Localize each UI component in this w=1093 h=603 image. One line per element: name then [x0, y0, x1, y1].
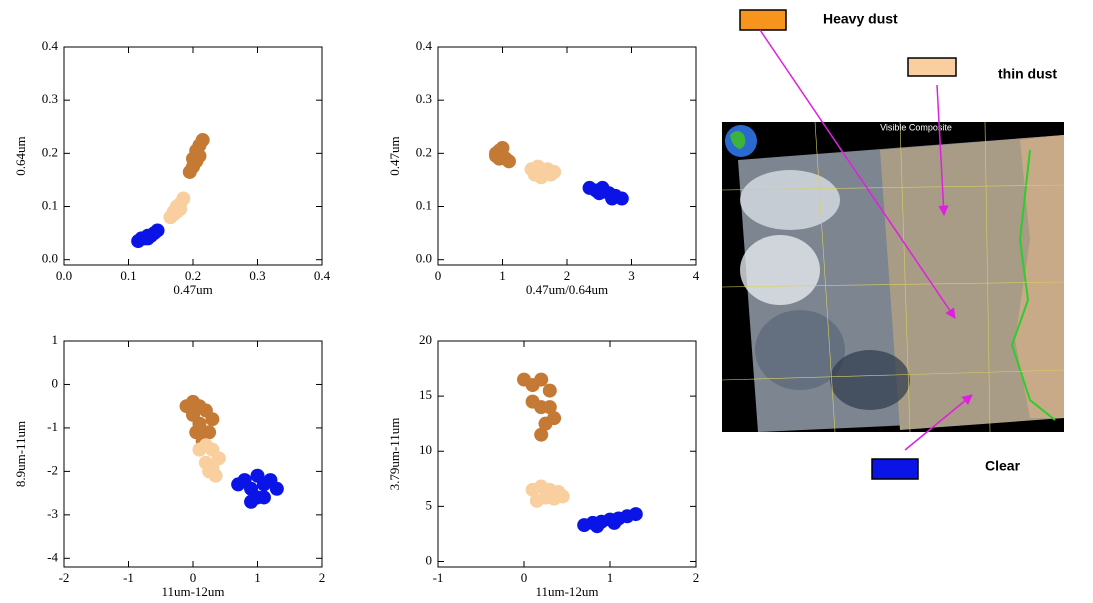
- y-tick-label: 0.3: [42, 91, 58, 106]
- y-axis-label: 0.64um: [13, 136, 28, 175]
- point: [205, 412, 220, 427]
- legend: Heavy dust thin dust Clear: [739, 9, 1057, 480]
- y-axis-label: 0.47um: [387, 136, 402, 175]
- satellite-image: Visible Composite: [721, 121, 1065, 433]
- point: [489, 149, 504, 163]
- x-tick-label: 0.0: [56, 268, 72, 283]
- point: [195, 133, 210, 148]
- scatter-chart: 0.0 0.1 0.2 0.3 0.4 0.0 0.1 0.2 0.3 0.4 0.47um 0.64…: [13, 38, 331, 297]
- y-axis-label: 8.9um-11um: [13, 421, 28, 487]
- x-axis-label: 11um-12um: [535, 584, 598, 599]
- x-tick-label: 1: [499, 268, 506, 283]
- scatter-chart: 0 1 2 3 4 0.0 0.1 0.2 0.3 0.4 0.47um/0.64um 0.47um: [387, 38, 700, 297]
- point: [614, 191, 629, 206]
- point: [592, 186, 607, 201]
- legend-swatch: [871, 458, 919, 480]
- image-title: Visible Composite: [880, 122, 952, 132]
- x-axis-label: 0.47um: [173, 282, 212, 297]
- point: [186, 151, 200, 166]
- point: [538, 416, 553, 431]
- point: [269, 481, 284, 496]
- x-tick-label: 0: [435, 268, 442, 283]
- y-tick-label: 0.0: [42, 251, 58, 266]
- point: [189, 425, 204, 440]
- y-tick-label: -3: [47, 506, 58, 521]
- y-tick-label: 15: [419, 387, 432, 402]
- x-axis-label: 0.47um/0.64um: [526, 282, 608, 297]
- x-tick-label: -2: [59, 570, 70, 585]
- y-tick-label: -1: [47, 419, 58, 434]
- x-tick-label: 0.1: [120, 268, 136, 283]
- y-tick-label: 0: [426, 552, 433, 567]
- point: [244, 494, 259, 509]
- point: [547, 164, 562, 179]
- x-tick-label: -1: [433, 570, 444, 585]
- legend-swatch: [907, 57, 957, 77]
- y-tick-label: 1: [52, 332, 59, 347]
- x-tick-label: -1: [123, 570, 134, 585]
- y-tick-label: -2: [47, 462, 58, 477]
- plot-frame: [63, 340, 323, 568]
- y-tick-label: 0.1: [416, 197, 432, 212]
- point: [534, 427, 549, 442]
- x-tick-label: 2: [693, 570, 700, 585]
- y-tick-label: 0.4: [416, 38, 433, 53]
- legend-label: thin dust: [998, 66, 1057, 82]
- y-tick-label: 0.3: [416, 91, 432, 106]
- x-tick-label: 2: [319, 570, 326, 585]
- y-tick-label: 5: [426, 497, 433, 512]
- point: [590, 519, 605, 534]
- y-tick-label: 0.0: [416, 251, 432, 266]
- y-axis-label: 3.79um-11um: [387, 418, 402, 491]
- arrows: [759, 29, 973, 451]
- point: [628, 507, 643, 522]
- y-tick-label: 0.1: [42, 197, 58, 212]
- point: [150, 223, 165, 238]
- scatter-chart: -2 -1 0 1 2 -4 -3 -2 -1 0 1 11um-12um 8.9um-11um: [13, 332, 325, 599]
- point: [555, 489, 570, 504]
- point: [256, 490, 271, 505]
- y-tick-label: 0.4: [42, 38, 59, 53]
- plot-frame: [437, 46, 697, 266]
- x-tick-label: 2: [564, 268, 571, 283]
- x-tick-label: 1: [254, 570, 261, 585]
- y-tick-label: 0: [52, 375, 59, 390]
- point: [202, 464, 217, 479]
- legend-label: Heavy dust: [823, 11, 898, 27]
- y-tick-label: -4: [47, 549, 58, 564]
- point: [542, 400, 557, 415]
- y-tick-label: 0.2: [42, 144, 58, 159]
- x-tick-label: 0.3: [249, 268, 265, 283]
- point: [605, 191, 620, 206]
- y-tick-label: 20: [419, 332, 432, 347]
- legend-swatch: [739, 9, 787, 31]
- x-tick-label: 0.2: [185, 268, 201, 283]
- y-tick-label: 0.2: [416, 144, 432, 159]
- x-tick-label: 0: [190, 570, 197, 585]
- point: [140, 231, 155, 246]
- x-tick-label: 3: [628, 268, 635, 283]
- point: [176, 191, 191, 206]
- x-tick-label: 0.4: [314, 268, 331, 283]
- point: [501, 154, 516, 169]
- legend-label: Clear: [985, 458, 1021, 474]
- x-tick-label: 1: [607, 570, 614, 585]
- y-tick-label: 10: [419, 442, 432, 457]
- point: [607, 515, 622, 530]
- x-axis-label: 11um-12um: [161, 584, 224, 599]
- point: [534, 372, 549, 387]
- point: [542, 383, 557, 398]
- x-tick-label: 0: [521, 570, 528, 585]
- point: [186, 407, 200, 422]
- x-tick-label: 4: [693, 268, 700, 283]
- plot-frame: [437, 340, 697, 568]
